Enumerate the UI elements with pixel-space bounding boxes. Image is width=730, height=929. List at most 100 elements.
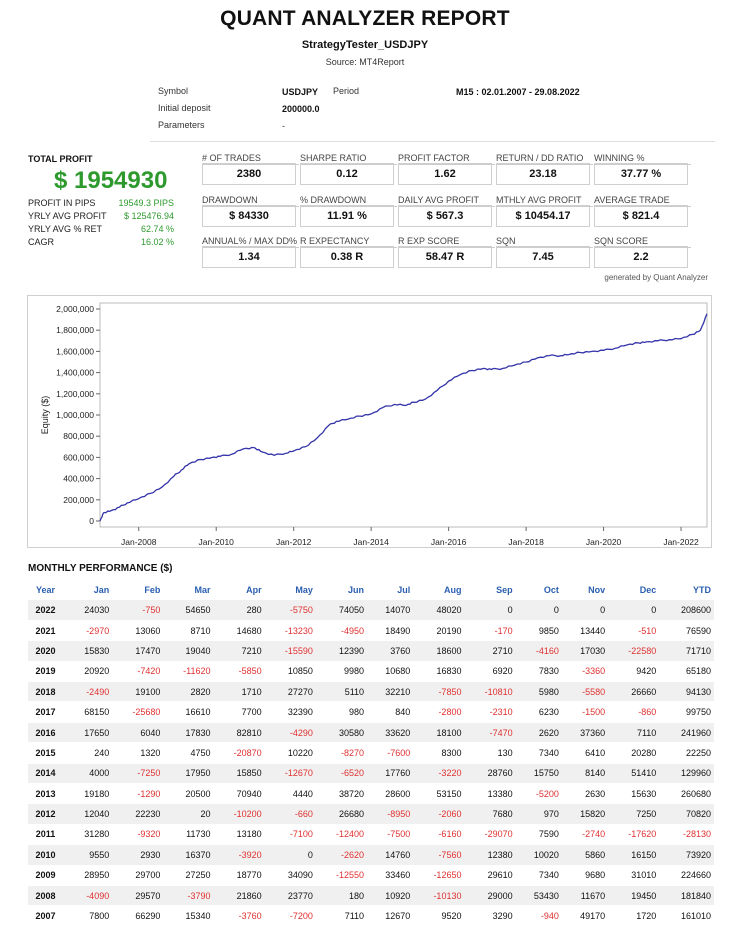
- plot-area: [99, 302, 708, 528]
- value-cell: 13180: [213, 824, 265, 846]
- stat-value-profit-factor: 1.62: [398, 163, 492, 185]
- value-cell: 7110: [315, 905, 368, 927]
- stat-value-sharpe-ratio: 0.12: [300, 163, 394, 185]
- value-cell: -860: [608, 701, 660, 723]
- value-cell: 22230: [112, 803, 164, 825]
- value-cell: 54650: [163, 600, 214, 621]
- value-cell: 26660: [608, 681, 660, 703]
- deposit-value: 200000.0: [282, 104, 320, 114]
- year-cell: 2021: [28, 620, 66, 642]
- value-cell: -7560: [413, 844, 465, 866]
- value-cell: -3920: [213, 844, 265, 866]
- value-cell: 840: [367, 701, 414, 723]
- value-cell: 31280: [65, 824, 113, 846]
- value-cell: 20500: [163, 783, 214, 805]
- value-cell: 181840: [659, 885, 714, 907]
- value-cell: -5850: [213, 661, 265, 683]
- strategy-name: StrategyTester_USDJPY: [301, 39, 429, 51]
- yearly-avg-profit-row: YRLY AVG PROFIT $ 125476.94: [28, 211, 174, 221]
- x-tick-label: Jan-2010: [198, 537, 234, 547]
- value-cell: 19040: [163, 640, 214, 662]
- value-cell: 11730: [163, 824, 214, 846]
- column-header-jan: Jan: [93, 585, 110, 595]
- stat-value-drawdown: 11.91 %: [300, 205, 394, 227]
- table-row: 2012 12040 22230 20 -10200 -660 26680 -8950 -206…: [28, 803, 714, 825]
- value-cell: 4750: [163, 742, 214, 764]
- value-cell: 28950: [65, 865, 113, 886]
- value-cell: 0: [515, 600, 562, 621]
- value-cell: 15820: [561, 803, 609, 825]
- stat-label-winning: WINNING %: [594, 153, 691, 165]
- value-cell: 19180: [65, 783, 113, 805]
- table-row: 2016 17650 6040 17830 82810 -4290 30580 33620 18…: [28, 722, 714, 744]
- value-cell: 17950: [163, 763, 214, 785]
- stat-value-daily-avg-profit: $ 567.3: [398, 205, 492, 227]
- value-cell: 7340: [515, 742, 562, 764]
- column-header-may: May: [295, 585, 313, 595]
- value-cell: 23770: [264, 885, 316, 907]
- value-cell: 7110: [608, 722, 660, 744]
- value-cell: 29700: [112, 865, 164, 886]
- year-cell: 2007: [28, 905, 66, 927]
- value-cell: -3220: [413, 763, 465, 785]
- value-cell: 18770: [213, 865, 265, 886]
- stat-label-return-dd-ratio: RETURN / DD RATIO: [496, 153, 593, 165]
- value-cell: -29070: [464, 824, 516, 846]
- value-cell: -25680: [112, 701, 164, 723]
- value-cell: 29570: [112, 885, 164, 907]
- y-tick-label: 200,000: [63, 495, 94, 505]
- value-cell: 8710: [163, 620, 214, 642]
- year-cell: 2014: [28, 763, 66, 785]
- period-label: Period: [333, 86, 360, 96]
- stat-label-drawdown: DRAWDOWN: [202, 195, 299, 207]
- value-cell: 129960: [659, 763, 714, 785]
- value-cell: 240: [65, 742, 113, 764]
- value-cell: 17760: [367, 763, 414, 785]
- value-cell: 3760: [367, 640, 414, 662]
- y-axis-label: Equity ($): [40, 396, 50, 435]
- value-cell: 24030: [65, 600, 113, 621]
- value-cell: 21860: [213, 885, 265, 907]
- year-cell: 2018: [28, 681, 66, 703]
- value-cell: 31010: [608, 865, 660, 886]
- value-cell: -4290: [264, 722, 316, 744]
- value-cell: -2970: [65, 620, 113, 642]
- cagr-row: CAGR 16.02 %: [28, 237, 174, 247]
- value-cell: 28600: [367, 783, 414, 805]
- value-cell: -17620: [608, 824, 660, 846]
- deposit-label: Initial deposit: [158, 103, 211, 113]
- value-cell: 20: [163, 803, 214, 825]
- profit-pips-row: PROFIT IN PIPS 19549.3 PIPS: [28, 198, 174, 208]
- value-cell: 66290: [112, 905, 164, 927]
- cagr-value: 16.02 %: [140, 237, 174, 247]
- value-cell: -510: [608, 620, 660, 642]
- yearly-avg-ret-row: YRLY AVG % RET 62.74 %: [28, 224, 174, 234]
- value-cell: -2800: [413, 701, 465, 723]
- value-cell: -8270: [315, 742, 368, 764]
- y-tick-label: 400,000: [63, 474, 94, 484]
- value-cell: 17030: [561, 640, 609, 662]
- stat-label-drawdown: % DRAWDOWN: [300, 195, 397, 207]
- value-cell: -940: [515, 905, 562, 927]
- value-cell: -28130: [659, 824, 714, 846]
- stat-value-return-dd-ratio: 23.18: [496, 163, 590, 185]
- value-cell: 13440: [561, 620, 609, 642]
- column-header-apr: Apr: [246, 585, 262, 595]
- value-cell: 15630: [608, 783, 660, 805]
- stat-label-daily-avg-profit: DAILY AVG PROFIT: [398, 195, 495, 207]
- value-cell: 73920: [659, 844, 714, 866]
- value-cell: 70940: [213, 783, 265, 805]
- value-cell: 17830: [163, 722, 214, 744]
- value-cell: -7100: [264, 824, 316, 846]
- stat-label-average-trade: AVERAGE TRADE: [594, 195, 691, 207]
- value-cell: 161010: [659, 905, 714, 927]
- equity-chart: 0 200,000 400,000 600,000 800,000 1,000,000 1,…: [40, 302, 708, 547]
- value-cell: 32210: [367, 681, 414, 703]
- x-tick-label: Jan-2014: [353, 537, 389, 547]
- value-cell: 51410: [608, 763, 660, 785]
- params-label: Parameters: [158, 120, 205, 130]
- table-row: 2015 240 1320 4750 -20870 10220 -8270 -7600 8300…: [28, 742, 714, 764]
- value-cell: 2710: [464, 640, 516, 662]
- value-cell: -5750: [264, 600, 316, 621]
- stat-value-of-trades: 2380: [202, 163, 296, 185]
